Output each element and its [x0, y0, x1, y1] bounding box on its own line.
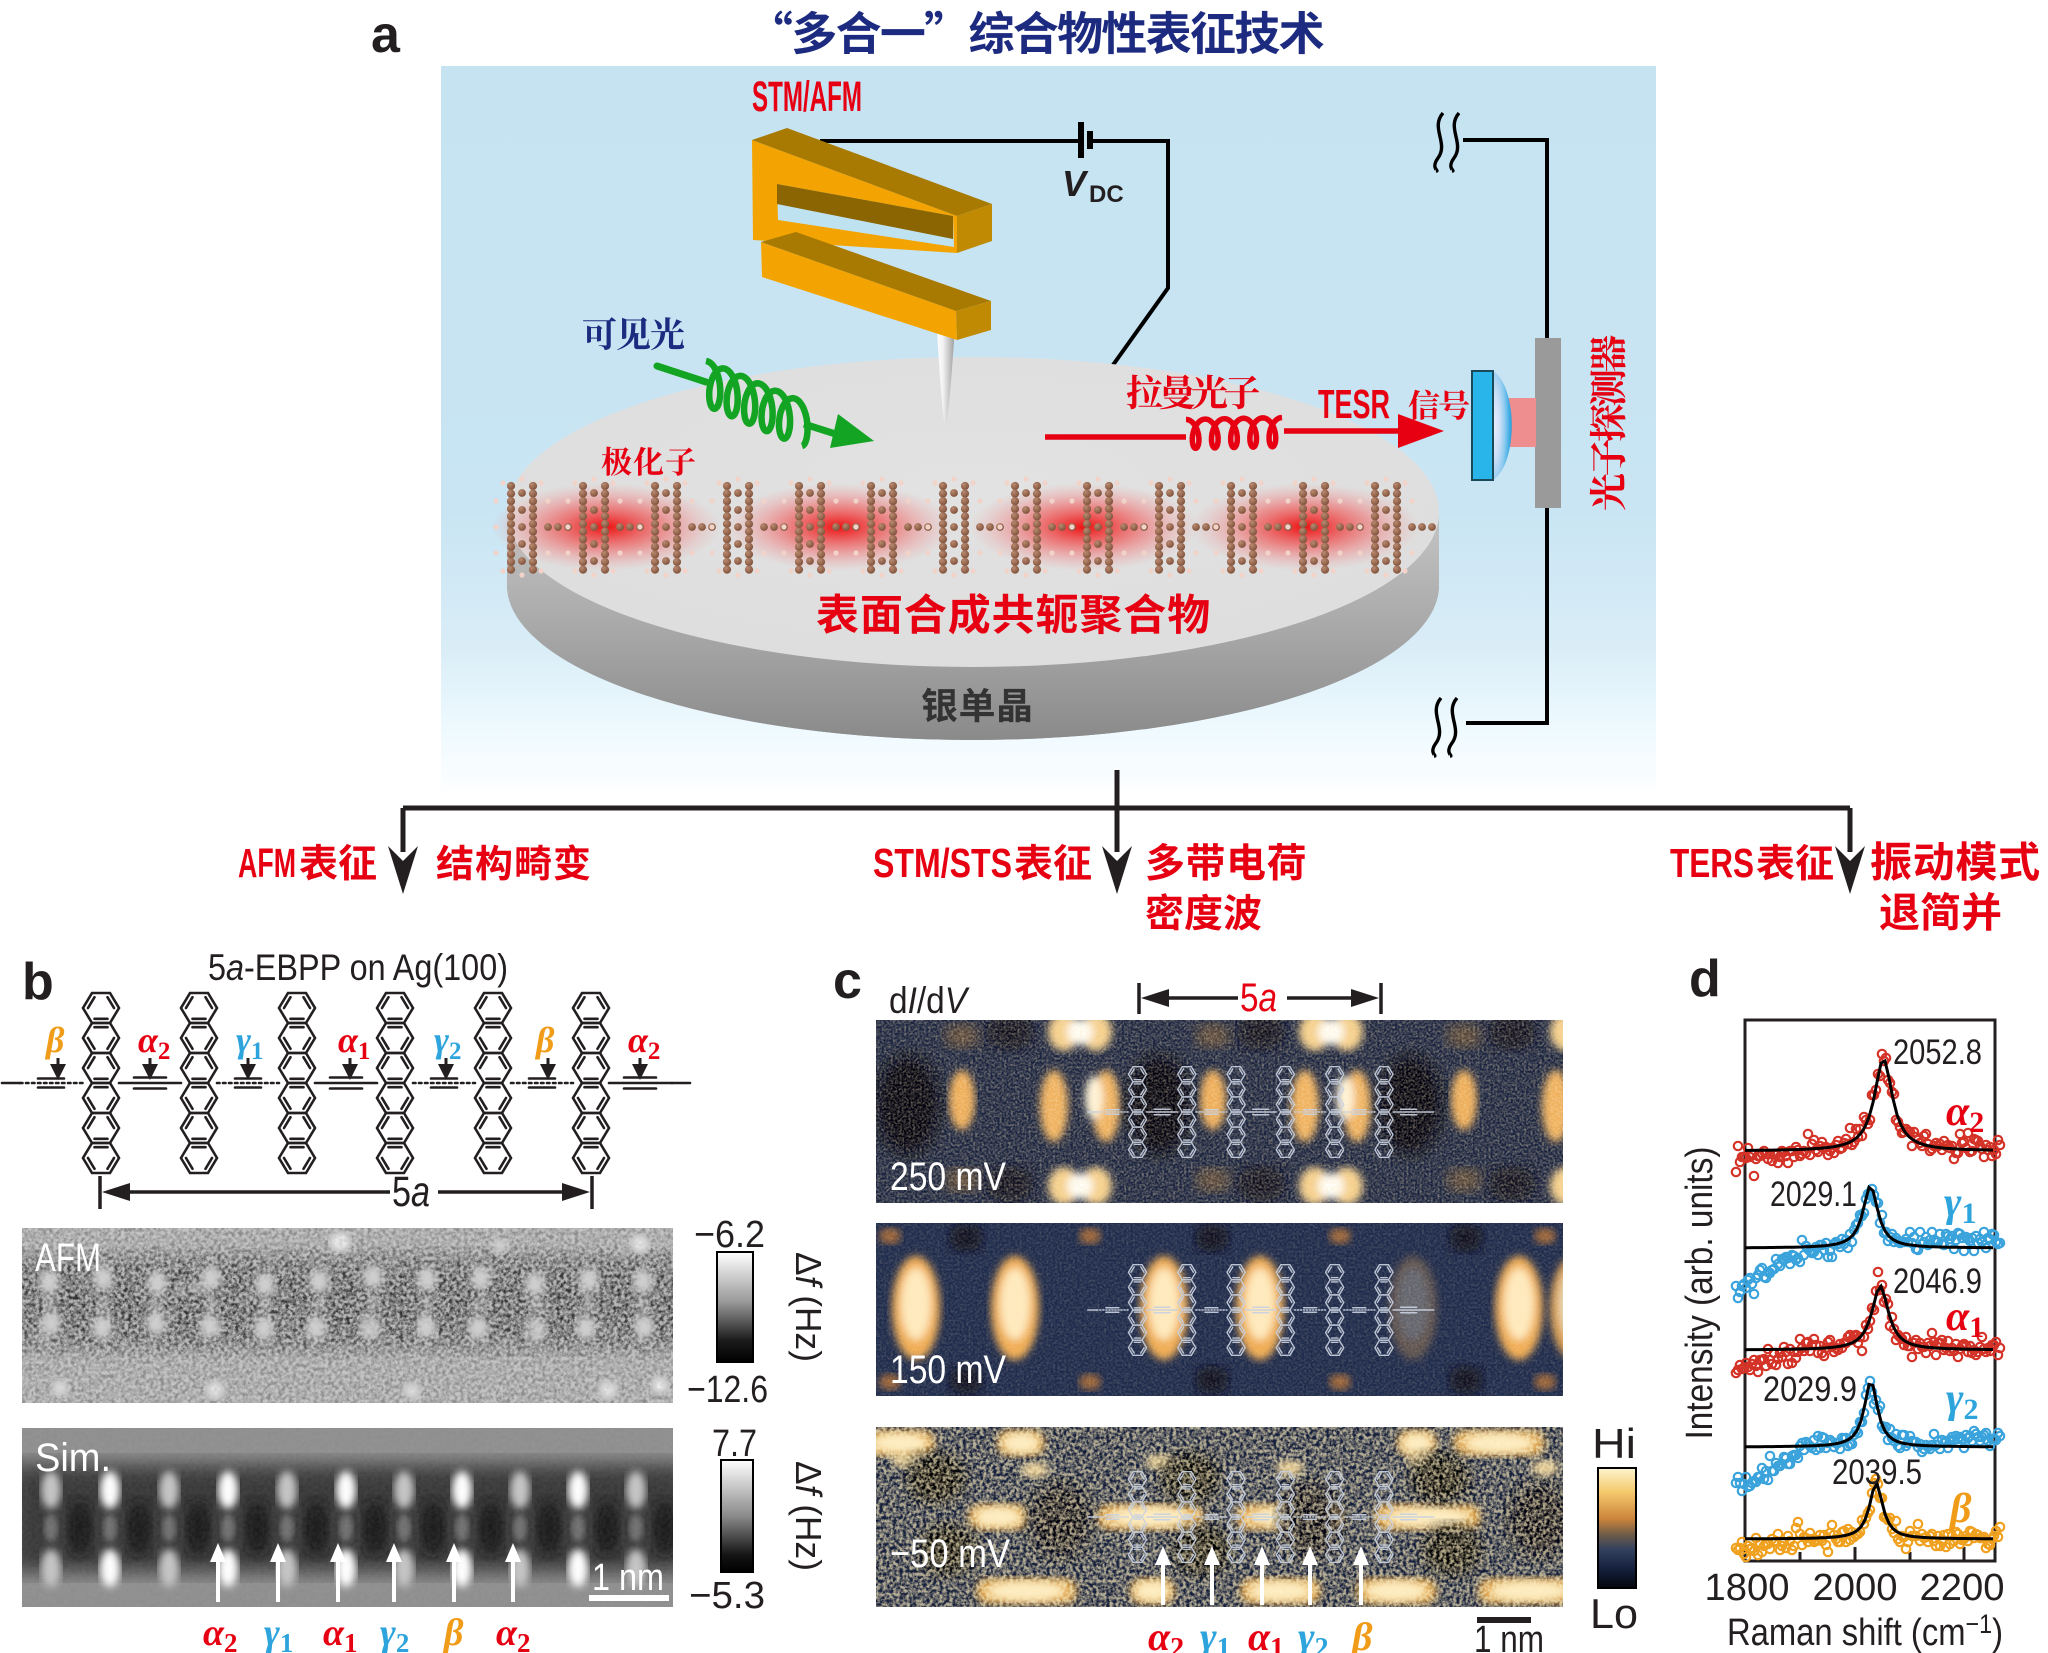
svg-text:5a: 5a	[392, 1168, 430, 1216]
svg-text:α2: α2	[1946, 1089, 1984, 1139]
svg-text:Hi: Hi	[1592, 1420, 1636, 1467]
svg-text:Lo: Lo	[1590, 1590, 1638, 1637]
svg-text:α1: α1	[338, 1020, 370, 1065]
svg-text:c: c	[833, 952, 862, 1010]
svg-text:STM/AFM: STM/AFM	[752, 73, 862, 121]
svg-text:150 mV: 150 mV	[890, 1348, 1006, 1392]
svg-text:1 nm: 1 nm	[592, 1557, 664, 1599]
svg-text:−12.6: −12.6	[687, 1369, 768, 1411]
svg-text:TERS: TERS	[1670, 840, 1754, 886]
svg-text:2039.5: 2039.5	[1832, 1453, 1922, 1492]
svg-text:Δf (Hz): Δf (Hz)	[788, 1252, 829, 1362]
svg-text:−50 mV: −50 mV	[890, 1532, 1010, 1576]
svg-text:−5.3: −5.3	[689, 1575, 765, 1617]
svg-text:α1: α1	[1946, 1294, 1984, 1344]
svg-text:AFM: AFM	[35, 1236, 101, 1280]
svg-text:β: β	[534, 1020, 555, 1060]
svg-text:Δf (Hz): Δf (Hz)	[788, 1461, 829, 1571]
svg-text:STM/STS: STM/STS	[873, 840, 1012, 886]
svg-text:5a: 5a	[1240, 976, 1277, 1020]
svg-text:−6.2: −6.2	[694, 1214, 765, 1256]
svg-text:2200: 2200	[1920, 1567, 2005, 1609]
svg-text:b: b	[22, 953, 54, 1011]
svg-text:γ1: γ1	[236, 1020, 263, 1065]
svg-text:α2: α2	[1148, 1614, 1184, 1653]
svg-text:γ1: γ1	[1200, 1614, 1231, 1653]
svg-text:AFM: AFM	[238, 840, 296, 886]
svg-text:2029.9: 2029.9	[1763, 1370, 1857, 1409]
svg-text:7.7: 7.7	[712, 1423, 757, 1465]
svg-text:α2: α2	[203, 1612, 238, 1653]
svg-text:γ1: γ1	[264, 1612, 293, 1653]
svg-text:V: V	[1062, 163, 1089, 204]
svg-text:α1: α1	[323, 1612, 358, 1653]
svg-text:α1: α1	[1248, 1614, 1284, 1653]
svg-text:2029.1: 2029.1	[1770, 1175, 1857, 1214]
svg-text:γ2: γ2	[1946, 1376, 1978, 1426]
svg-text:2046.9: 2046.9	[1893, 1262, 1982, 1301]
svg-text:d: d	[1689, 950, 1721, 1008]
svg-text:β: β	[1948, 1486, 1972, 1532]
svg-text:β: β	[44, 1020, 65, 1060]
svg-text:TESR: TESR	[1318, 381, 1390, 427]
svg-text:1 nm: 1 nm	[1474, 1619, 1544, 1653]
svg-text:a: a	[371, 6, 401, 64]
svg-text:2000: 2000	[1813, 1567, 1898, 1609]
svg-text:γ2: γ2	[434, 1020, 461, 1065]
svg-text:dI/dV: dI/dV	[889, 980, 970, 1021]
svg-text:5a-EBPP on Ag(100): 5a-EBPP on Ag(100)	[208, 947, 508, 988]
svg-text:Intensity (arb. units): Intensity (arb. units)	[1679, 1147, 1721, 1440]
svg-text:γ1: γ1	[1944, 1180, 1976, 1230]
svg-text:2052.8: 2052.8	[1893, 1033, 1982, 1072]
svg-text:γ2: γ2	[1298, 1614, 1329, 1653]
svg-text:DC: DC	[1089, 181, 1124, 208]
svg-text:Raman shift (cm−1): Raman shift (cm−1)	[1727, 1609, 2003, 1653]
svg-text:α2: α2	[138, 1020, 170, 1065]
svg-text:α2: α2	[628, 1020, 660, 1065]
svg-text:Sim.: Sim.	[35, 1436, 111, 1480]
svg-text:β: β	[1350, 1614, 1373, 1653]
svg-text:1800: 1800	[1705, 1567, 1790, 1609]
svg-text:β: β	[442, 1612, 464, 1653]
svg-text:γ2: γ2	[380, 1612, 409, 1653]
svg-text:250 mV: 250 mV	[890, 1155, 1006, 1199]
svg-text:α2: α2	[496, 1612, 531, 1653]
